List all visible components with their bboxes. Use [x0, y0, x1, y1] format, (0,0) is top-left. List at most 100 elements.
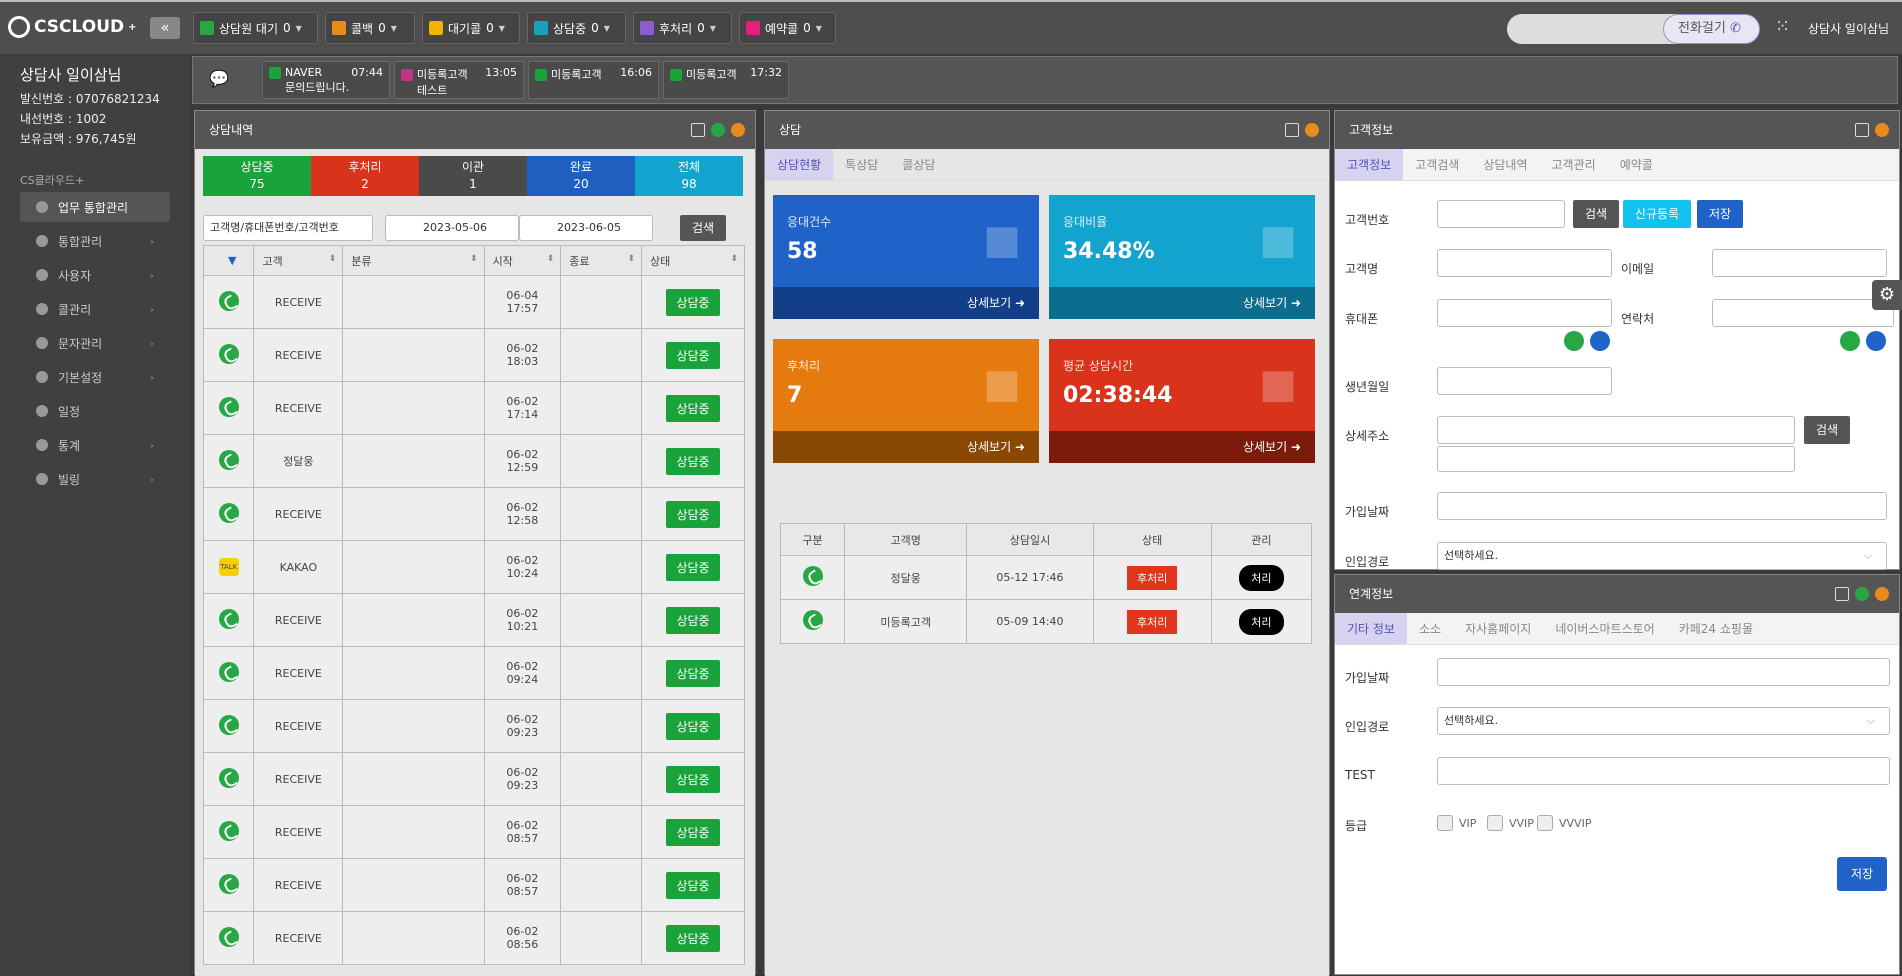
status-button[interactable]: 상담중: [666, 288, 720, 316]
customer-id-input[interactable]: [1437, 200, 1565, 228]
status-button[interactable]: 상담중: [666, 765, 720, 793]
mobile-sms-icon[interactable]: [1590, 331, 1610, 351]
column-header[interactable]: ▼: [202, 245, 255, 276]
status-4[interactable]: 후처리 0 ▼: [633, 12, 732, 44]
link-route-select[interactable]: 선택하세요. ⌵: [1437, 707, 1890, 735]
expand-icon[interactable]: [1835, 587, 1849, 601]
column-header[interactable]: 상태 ⬍: [641, 245, 745, 276]
table-row[interactable]: RECEIVE 06-02 10:21 상담중: [202, 593, 745, 647]
sidebar-collapse-button[interactable]: «: [150, 17, 180, 39]
table-row[interactable]: RECEIVE 06-02 08:56 상담중: [202, 911, 745, 965]
agent-name[interactable]: 상담사 일이삼님: [1808, 22, 1890, 36]
table-row[interactable]: TALK KAKAO 06-02 10:24 상담중: [202, 540, 745, 594]
status-button[interactable]: 후처리: [1126, 565, 1178, 590]
link-join-date-input[interactable]: [1437, 658, 1890, 686]
stat-3[interactable]: 완료 20: [527, 156, 635, 196]
status-button[interactable]: 상담중: [666, 712, 720, 740]
notification-item[interactable]: NAVER 07:44 문의드립니다.: [262, 61, 390, 99]
table-row[interactable]: RECEIVE 06-04 17:57 상담중: [202, 275, 745, 329]
customer-tab-1[interactable]: 고객검색: [1415, 158, 1460, 172]
table-row[interactable]: 정달웅 05-12 17:46 후처리 처리: [779, 555, 1313, 600]
test-input[interactable]: [1437, 757, 1890, 785]
column-header[interactable]: 고객 ⬍: [253, 245, 344, 276]
notification-item[interactable]: 미등록고객 17:32: [663, 61, 789, 99]
sidebar-item-6[interactable]: calendar-icon 일정: [20, 396, 170, 426]
status-5[interactable]: 예약콜 0 ▼: [739, 12, 836, 44]
status-0[interactable]: 상담원 대기 0 ▼: [193, 12, 318, 44]
stat-card-0[interactable]: 응대건수 58 ■ 상세보기 ➜: [773, 195, 1039, 319]
status-button[interactable]: 상담중: [666, 871, 720, 899]
table-row[interactable]: RECEIVE 06-02 17:14 상담중: [202, 381, 745, 435]
status-button[interactable]: 상담중: [666, 924, 720, 952]
refresh-icon[interactable]: [711, 123, 725, 137]
logo[interactable]: CSCLOUD +: [8, 16, 137, 38]
consult-tab-0[interactable]: 상담현황: [765, 149, 834, 180]
date-from-input[interactable]: 2023-05-06: [385, 215, 519, 241]
sidebar-item-7[interactable]: bar-chart-icon 통계 ›: [20, 430, 170, 460]
table-row[interactable]: RECEIVE 06-02 08:57 상담중: [202, 858, 745, 912]
status-1[interactable]: 콜백 0 ▼: [325, 12, 415, 44]
expand-icon[interactable]: [1855, 123, 1869, 137]
consult-tab-2[interactable]: 콜상담: [902, 158, 936, 172]
card-more-link[interactable]: 상세보기 ➜: [773, 431, 1039, 463]
stat-2[interactable]: 이관 1: [419, 156, 527, 196]
status-3[interactable]: 상담중 0 ▼: [527, 12, 626, 44]
sidebar-item-0[interactable]: headset-icon 업무 통합관리: [20, 192, 170, 222]
grade-checkbox[interactable]: [1487, 815, 1503, 831]
date-to-input[interactable]: 2023-06-05: [519, 215, 653, 241]
table-row[interactable]: RECEIVE 06-02 18:03 상담중: [202, 328, 745, 382]
minimize-icon[interactable]: [1305, 123, 1319, 137]
table-row[interactable]: 미등록고객 05-09 14:40 후처리 처리: [779, 599, 1313, 644]
minimize-icon[interactable]: [1875, 587, 1889, 601]
table-row[interactable]: RECEIVE 06-02 12:58 상담중: [202, 487, 745, 541]
link-save-button[interactable]: 저장: [1837, 857, 1887, 891]
table-row[interactable]: RECEIVE 06-02 08:57 상담중: [202, 805, 745, 859]
new-register-button[interactable]: 신규등록: [1623, 200, 1691, 228]
apps-grid-icon[interactable]: ⁙: [1775, 16, 1791, 37]
expand-icon[interactable]: [691, 123, 705, 137]
table-row[interactable]: RECEIVE 06-02 09:23 상담중: [202, 752, 745, 806]
expand-icon[interactable]: [1285, 123, 1299, 137]
sidebar-item-3[interactable]: phone-icon 콜관리 ›: [20, 294, 170, 324]
customer-tab-3[interactable]: 고객관리: [1551, 158, 1596, 172]
address-detail-input[interactable]: [1437, 446, 1795, 472]
link-tab-2[interactable]: 자사홈페이지: [1465, 622, 1532, 636]
address-search-button[interactable]: 검색: [1804, 416, 1850, 444]
email-input[interactable]: [1712, 249, 1887, 277]
sidebar-item-8[interactable]: card-icon 빌링 ›: [20, 464, 170, 494]
mobile-input[interactable]: [1437, 299, 1612, 327]
address-input[interactable]: [1437, 416, 1795, 444]
contact-call-icon[interactable]: [1840, 331, 1860, 351]
minimize-icon[interactable]: [731, 123, 745, 137]
status-button[interactable]: 상담중: [666, 659, 720, 687]
link-tab-0[interactable]: 기타 정보: [1335, 613, 1407, 644]
card-more-link[interactable]: 상세보기 ➜: [773, 287, 1039, 319]
sidebar-item-5[interactable]: cog-icon 기본설정 ›: [20, 362, 170, 392]
status-button[interactable]: 상담중: [666, 341, 720, 369]
settings-gear-icon[interactable]: ⚙: [1872, 280, 1902, 310]
table-row[interactable]: RECEIVE 06-02 09:24 상담중: [202, 646, 745, 700]
minimize-icon[interactable]: [1875, 123, 1889, 137]
sidebar-item-2[interactable]: users-icon 사용자 ›: [20, 260, 170, 290]
contact-sms-icon[interactable]: [1866, 331, 1886, 351]
customer-tab-2[interactable]: 상담내역: [1483, 158, 1528, 172]
customer-tab-0[interactable]: 고객정보: [1335, 149, 1404, 180]
join-date-input[interactable]: [1437, 492, 1887, 520]
status-button[interactable]: 상담중: [666, 447, 720, 475]
stat-card-3[interactable]: 평균 상담시간 02:38:44 ■ 상세보기 ➜: [1049, 339, 1315, 463]
grade-checkbox[interactable]: [1537, 815, 1553, 831]
card-more-link[interactable]: 상세보기 ➜: [1049, 431, 1315, 463]
customer-tab-4[interactable]: 예약콜: [1619, 158, 1653, 172]
status-button[interactable]: 후처리: [1126, 609, 1178, 634]
stat-card-1[interactable]: 응대비율 34.48% ■ 상세보기 ➜: [1049, 195, 1315, 319]
link-tab-4[interactable]: 카페24 쇼핑몰: [1678, 622, 1753, 636]
refresh-icon[interactable]: [1855, 587, 1869, 601]
table-row[interactable]: RECEIVE 06-02 09:23 상담중: [202, 699, 745, 753]
stat-1[interactable]: 후처리 2: [311, 156, 419, 196]
notification-item[interactable]: 미등록고객 13:05 테스트: [394, 61, 524, 99]
call-button[interactable]: 전화걸기 ✆: [1663, 14, 1760, 44]
column-header[interactable]: 종료 ⬍: [560, 245, 642, 276]
column-header[interactable]: 시작 ⬍: [483, 245, 562, 276]
customer-search-button[interactable]: 검색: [1573, 200, 1619, 228]
status-2[interactable]: 대기콜 0 ▼: [422, 12, 520, 44]
